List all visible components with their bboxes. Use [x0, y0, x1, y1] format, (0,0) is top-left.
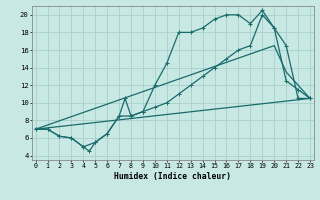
X-axis label: Humidex (Indice chaleur): Humidex (Indice chaleur): [114, 172, 231, 181]
